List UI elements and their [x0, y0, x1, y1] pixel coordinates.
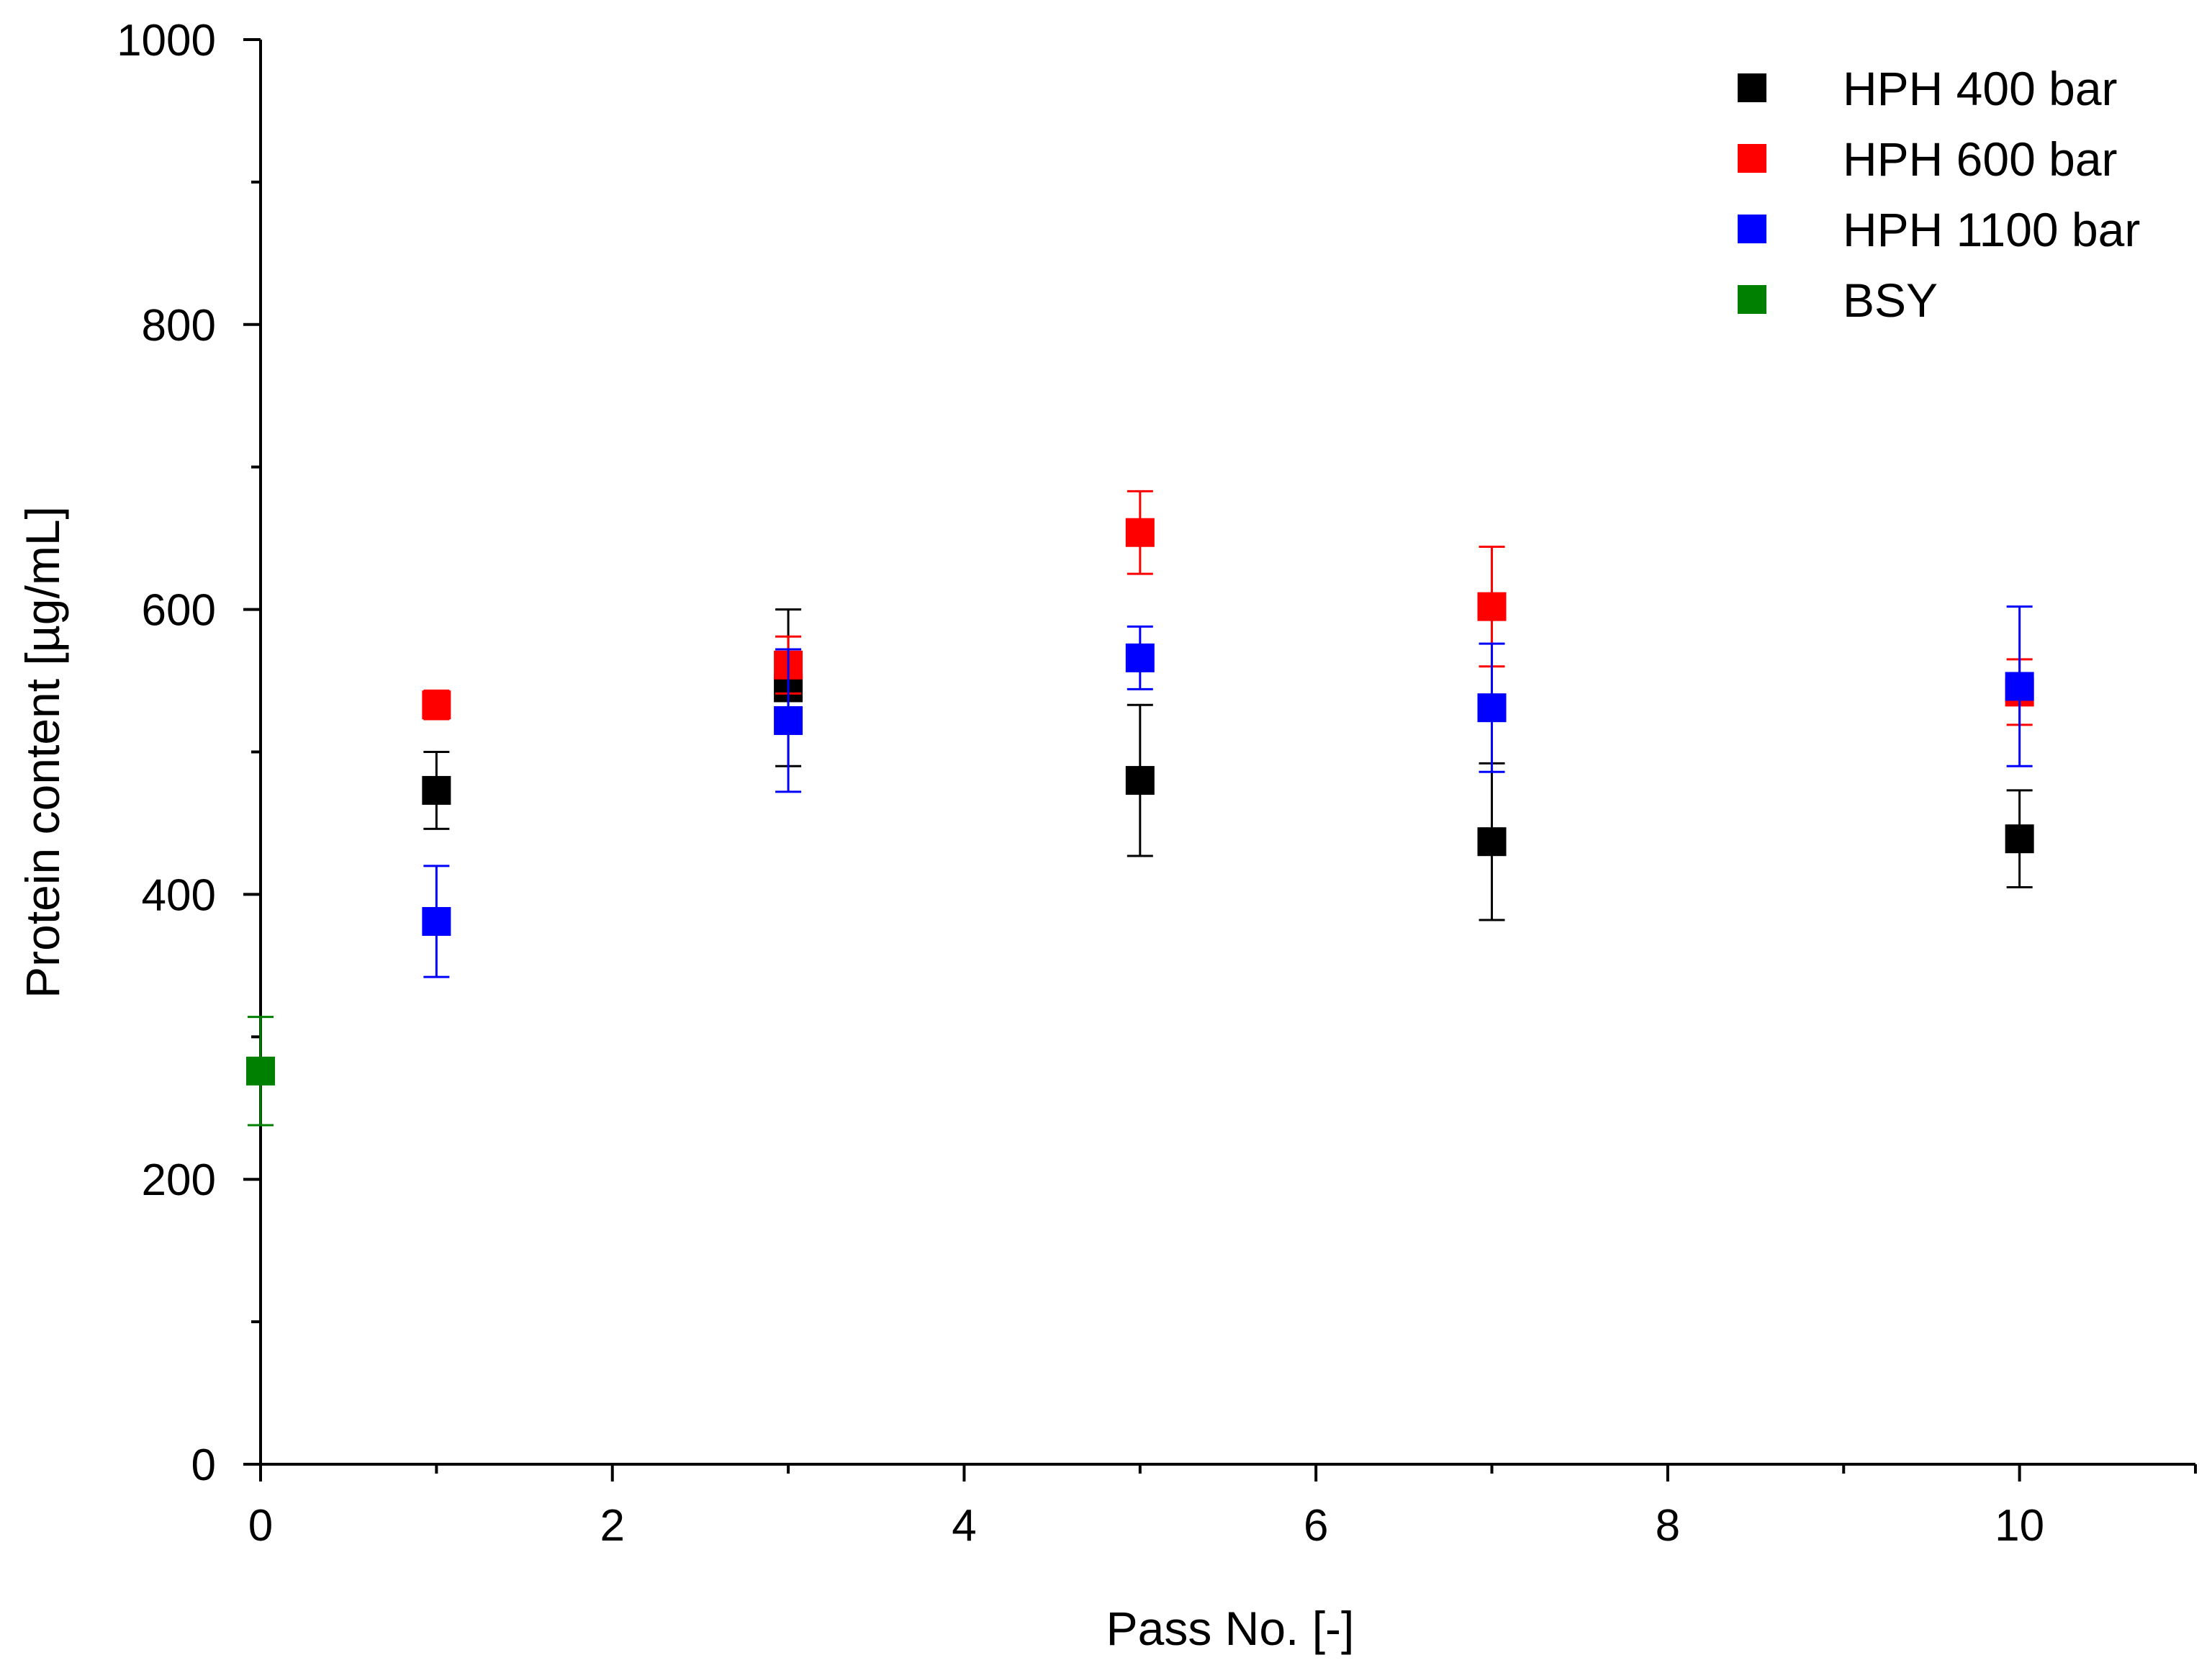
y-tick-label: 1000: [117, 16, 216, 66]
data-point: [1477, 827, 1507, 857]
data-point: [422, 690, 451, 720]
data-point: [1477, 693, 1507, 723]
x-tick-label: 2: [600, 1501, 624, 1551]
series-bsy: [246, 1016, 275, 1127]
y-tick-label: 0: [191, 1440, 216, 1490]
legend-label: HPH 600 bar: [1843, 132, 2118, 186]
legend-marker: [1738, 73, 1766, 102]
series-hph-1100-bar: [422, 605, 2034, 978]
legend: HPH 400 bar HPH 600 bar HPH 1100 bar BSY: [1738, 62, 2140, 327]
legend-label: HPH 1100 bar: [1843, 203, 2140, 256]
series-hph-600-bar: [422, 490, 2034, 726]
data-marks: [246, 490, 2034, 1127]
y-axis-title: Protein content [µg/mL]: [16, 506, 69, 998]
data-point: [2005, 672, 2034, 701]
x-tick-label: 8: [1656, 1501, 1680, 1551]
data-point: [422, 907, 451, 937]
x-tick-label: 4: [952, 1501, 976, 1551]
x-tick-label: 6: [1304, 1501, 1328, 1551]
y-tick-label: 600: [142, 586, 216, 636]
y-tick-label: 400: [142, 870, 216, 920]
data-point: [246, 1056, 275, 1086]
data-point: [1125, 518, 1155, 547]
data-point: [422, 775, 451, 805]
legend-marker: [1738, 285, 1766, 314]
x-tick-label: 0: [248, 1501, 273, 1551]
legend-label: BSY: [1843, 274, 1938, 327]
data-point: [1477, 592, 1507, 621]
series-hph-400-bar: [422, 608, 2034, 921]
x-axis-title: Pass No. [-]: [1106, 1602, 1355, 1655]
ticks: 0 2 4 6 8 10 0 200 400 600 800 1000: [117, 16, 2197, 1551]
legend-marker: [1738, 215, 1766, 243]
data-point: [2005, 824, 2034, 854]
legend-marker: [1738, 144, 1766, 173]
data-point: [1125, 643, 1155, 672]
y-tick-label: 800: [142, 301, 216, 351]
x-tick-label: 10: [1995, 1501, 2044, 1551]
data-point: [774, 705, 803, 735]
y-tick-label: 200: [142, 1155, 216, 1205]
legend-label: HPH 400 bar: [1843, 62, 2118, 115]
data-point: [1125, 766, 1155, 795]
